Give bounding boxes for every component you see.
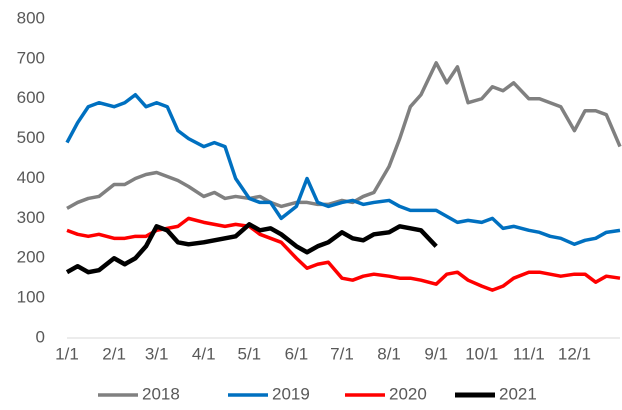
legend-label: 2020 <box>389 384 427 403</box>
x-tick-label: 6/1 <box>285 344 309 363</box>
x-tick-label: 1/1 <box>55 344 79 363</box>
y-tick-label: 400 <box>17 168 45 187</box>
legend-label: 2021 <box>499 384 537 403</box>
y-tick-label: 300 <box>17 208 45 227</box>
y-tick-label: 0 <box>36 327 45 346</box>
x-tick-label: 3/1 <box>145 344 169 363</box>
y-tick-label: 100 <box>17 288 45 307</box>
series-line <box>65 93 621 247</box>
series-line <box>65 222 438 275</box>
y-tick-label: 600 <box>17 88 45 107</box>
legend-label: 2019 <box>272 384 310 403</box>
series-line <box>66 61 622 210</box>
x-tick-label: 4/1 <box>192 344 216 363</box>
y-tick-label: 500 <box>17 128 45 147</box>
x-tick-label: 10/1 <box>465 344 498 363</box>
x-tick-label: 12/1 <box>558 344 591 363</box>
x-tick-label: 8/1 <box>377 344 401 363</box>
legend-label: 2018 <box>142 384 180 403</box>
x-tick-label: 9/1 <box>424 344 448 363</box>
series-line <box>66 216 621 292</box>
y-tick-label: 700 <box>17 48 45 67</box>
x-tick-label: 2/1 <box>102 344 126 363</box>
x-tick-label: 11/1 <box>513 344 545 363</box>
y-tick-label: 800 <box>17 8 45 27</box>
y-tick-label: 200 <box>17 248 45 267</box>
x-tick-label: 7/1 <box>330 344 354 363</box>
x-tick-label: 5/1 <box>237 344 261 363</box>
